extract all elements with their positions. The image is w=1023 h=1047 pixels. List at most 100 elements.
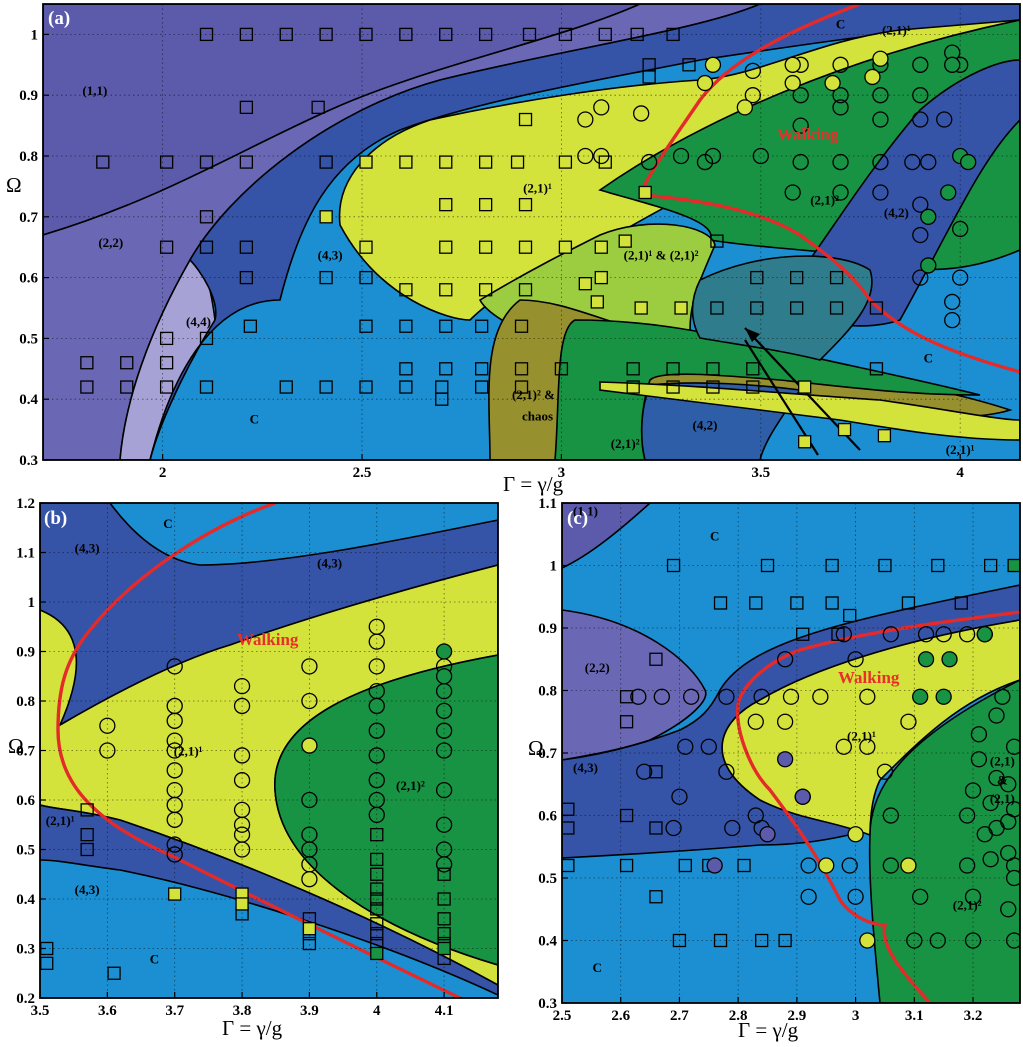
circle-marker <box>99 717 116 734</box>
square-marker <box>159 155 174 169</box>
circle-marker <box>976 626 993 643</box>
circle-marker <box>368 633 385 650</box>
square-marker <box>80 356 94 370</box>
region-label: (2,1)¹ <box>523 180 552 195</box>
y-tick-label: 1.2 <box>16 496 35 512</box>
square-marker <box>319 270 333 285</box>
square-marker <box>279 380 293 394</box>
circle-marker <box>776 713 794 730</box>
circle-marker <box>847 888 864 905</box>
circle-marker <box>964 782 982 799</box>
square-marker <box>790 270 804 285</box>
square-marker <box>439 155 453 169</box>
region-2-1-superscript-1-c <box>721 619 1020 837</box>
x-tick-label: 3.9 <box>300 1003 319 1019</box>
circle-marker <box>832 153 849 171</box>
square-marker <box>235 897 249 911</box>
square-marker <box>750 270 764 285</box>
square-marker <box>120 356 134 370</box>
x-tick-label: 3.7 <box>165 1003 184 1019</box>
square-marker <box>674 301 688 315</box>
square-marker <box>518 240 533 254</box>
x-tick-label: 4 <box>373 1003 381 1019</box>
square-marker <box>239 240 254 254</box>
circle-marker <box>166 732 183 749</box>
square-marker <box>796 627 810 641</box>
square-marker <box>666 27 680 42</box>
circle-marker <box>964 888 982 905</box>
square-marker <box>737 858 751 873</box>
square-marker <box>370 852 384 867</box>
square-marker <box>901 596 916 610</box>
circle-marker <box>776 651 794 668</box>
square-marker <box>754 933 769 948</box>
y-tick-label: 0.9 <box>538 621 557 637</box>
circle-marker <box>935 626 952 643</box>
square-marker <box>746 362 760 376</box>
circle-marker <box>776 751 794 768</box>
y-tick-label: 0.5 <box>16 843 35 859</box>
circle-marker <box>920 153 937 171</box>
square-marker <box>439 362 453 376</box>
square-marker <box>319 380 333 394</box>
panel-label-b: (b) <box>44 508 67 529</box>
circle-marker <box>835 626 852 643</box>
y-tick-label: 0.3 <box>538 996 557 1012</box>
square-marker <box>439 240 453 254</box>
circle-marker <box>859 738 876 755</box>
panel-a-regions: (1,1) (2,2) (4,4) (4,3) C C C (2,1)¹ (2,1)¹ & (2… <box>43 4 1020 460</box>
circle-marker <box>920 257 937 274</box>
circle-marker <box>301 871 318 888</box>
y-tick-label: 0.5 <box>19 331 38 347</box>
square-marker <box>760 558 775 573</box>
circle-marker <box>900 713 917 730</box>
circle-marker <box>800 857 817 874</box>
circle-marker <box>904 153 921 171</box>
region-labels-b: C (4,3) (4,3) (2,1)¹ (2,1)² (2,1)¹ (4,3) C <box>46 516 425 967</box>
circle-marker <box>718 688 735 705</box>
square-marker <box>359 270 373 285</box>
square-marker <box>518 197 533 212</box>
region-label: (4,4) <box>186 314 211 329</box>
y-tick-label: 1 <box>550 559 558 575</box>
square-marker <box>713 596 728 610</box>
circle-marker <box>368 772 385 789</box>
square-marker <box>96 155 110 169</box>
circle-marker <box>784 56 801 73</box>
circle-marker <box>792 153 809 171</box>
square-marker <box>239 100 254 115</box>
square-marker <box>829 270 844 285</box>
square-marker <box>370 882 384 896</box>
region-label: C <box>163 516 172 531</box>
circle-marker <box>872 50 889 67</box>
circle-marker <box>1000 901 1017 918</box>
square-marker <box>634 301 648 315</box>
circle-marker <box>435 722 453 739</box>
square-marker <box>159 380 174 394</box>
x-tick-label: 2.5 <box>353 465 372 481</box>
square-marker <box>437 912 451 926</box>
circle-marker <box>959 857 976 874</box>
square-marker <box>837 422 852 437</box>
square-marker <box>359 155 373 169</box>
y-tick-label: 0.2 <box>16 991 35 1007</box>
circle-marker <box>835 738 852 755</box>
square-marker <box>798 435 812 449</box>
y-tick-label: 0.4 <box>16 892 35 908</box>
square-marker <box>439 283 453 297</box>
x-tick-label: 2 <box>159 465 167 481</box>
square-marker <box>159 356 174 370</box>
circle-marker <box>970 751 988 768</box>
circle-marker <box>792 87 809 104</box>
circle-marker <box>166 712 183 729</box>
circle-marker <box>792 117 809 134</box>
square-marker <box>594 270 608 285</box>
walking-label-a: Walking <box>777 125 839 144</box>
x-tick-label: 3.5 <box>31 1003 50 1019</box>
square-marker <box>518 283 533 297</box>
square-marker <box>954 596 968 610</box>
circle-marker <box>988 707 1005 724</box>
circle-marker <box>1005 738 1020 755</box>
walking-label-b: Walking <box>237 630 299 649</box>
circle-marker <box>988 819 1005 837</box>
